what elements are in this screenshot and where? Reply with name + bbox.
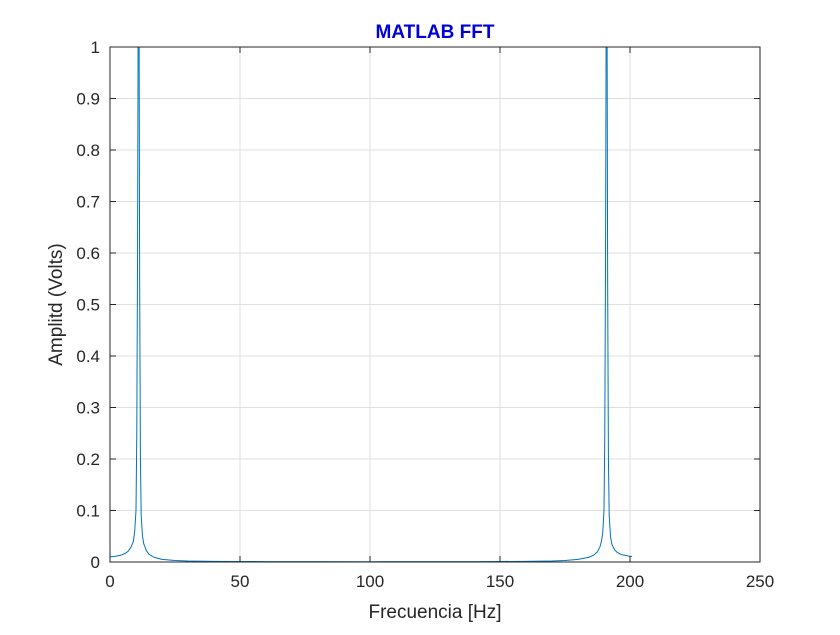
- ticks: [109, 46, 761, 563]
- y-tick-label: 0: [91, 553, 100, 572]
- y-tick-label: 0.6: [76, 244, 100, 263]
- x-tick-label: 100: [356, 572, 384, 591]
- y-tick-label: 0.5: [76, 296, 100, 315]
- x-tick-label: 150: [486, 572, 514, 591]
- x-axis-label: Frecuencia [Hz]: [368, 602, 501, 623]
- y-tick-label: 0.9: [76, 90, 100, 109]
- x-tick-label: 0: [105, 572, 114, 591]
- y-tick-label: 0.2: [76, 450, 100, 469]
- y-tick-label: 0.4: [76, 347, 100, 366]
- y-tick-label: 0.7: [76, 193, 100, 212]
- x-tick-label: 250: [746, 572, 774, 591]
- chart-title: MATLAB FFT: [376, 22, 495, 43]
- x-tick-label: 50: [231, 572, 250, 591]
- grid: [109, 46, 761, 563]
- y-tick-label: 1: [91, 38, 100, 57]
- x-tick-label: 200: [616, 572, 644, 591]
- x-tick-labels: 0 50 100 150 200 250: [105, 572, 774, 591]
- y-tick-labels: 0 0.1 0.2 0.3 0.4 0.5 0.6 0.7 0.8 0.9 1: [76, 38, 100, 572]
- y-axis-label: Amplitd (Volts): [46, 243, 67, 365]
- y-tick-label: 0.1: [76, 502, 100, 521]
- y-tick-label: 0.8: [76, 141, 100, 160]
- y-tick-label: 0.3: [76, 399, 100, 418]
